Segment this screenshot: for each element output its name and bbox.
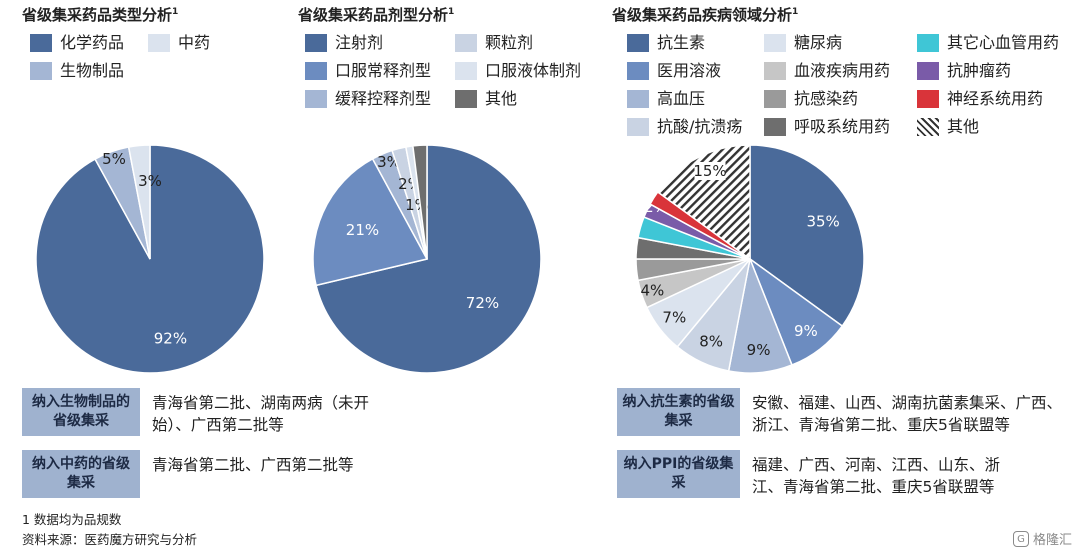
legend-swatch <box>455 34 477 52</box>
pie-label-1-0: 72% <box>466 294 499 312</box>
legend-swatch <box>917 90 939 108</box>
legend-label: 颗粒剂 <box>485 33 534 52</box>
legend-swatch <box>764 90 786 108</box>
legend-label: 高血压 <box>657 89 706 108</box>
legend-swatch <box>627 62 649 80</box>
legend-label: 口服液体制剂 <box>485 61 582 80</box>
chart3-pie: 35%9%9%8%7%4%3%3%3%2%2%15% <box>635 144 865 374</box>
legend-swatch <box>917 34 939 52</box>
pie-label-0-1: 5% <box>102 150 126 168</box>
legend-swatch <box>455 90 477 108</box>
footnote-data-unit: 1 数据均为品规数 <box>22 512 122 527</box>
pie-label-0-2: 3% <box>138 172 162 190</box>
legend-swatch <box>148 34 170 52</box>
note-text-biologics: 青海省第二批、湖南两病（未开始）、广西第二批等 <box>152 394 370 434</box>
pie-label-2-5: 4% <box>641 282 665 300</box>
legend-label: 注射剂 <box>335 33 384 52</box>
note-label-ppi: 纳入PPI的省级集采 <box>617 450 740 498</box>
pie-label-0-0: 92% <box>154 330 187 348</box>
legend-swatch <box>30 34 52 52</box>
pie-slice-1-0 <box>315 144 542 374</box>
legend-swatch <box>917 118 939 136</box>
legend-label: 抗酸/抗溃疡 <box>657 117 743 136</box>
legend-swatch <box>305 62 327 80</box>
legend-swatch <box>917 62 939 80</box>
legend-swatch <box>627 118 649 136</box>
legend-label: 口服常释剂型 <box>335 61 432 80</box>
pie-label-2-1: 9% <box>794 322 818 340</box>
footnote-source: 资料来源：医药魔方研究与分析 <box>22 532 198 547</box>
legend-swatch <box>305 90 327 108</box>
pie-label-2-2: 9% <box>747 341 771 359</box>
chart1-pie: 92% 5% 3% <box>35 144 265 374</box>
legend-swatch <box>764 62 786 80</box>
legend-swatch <box>30 62 52 80</box>
legend-label: 化学药品 <box>60 33 125 52</box>
pie-slice-0-2 <box>127 144 151 260</box>
pie-slice-1-5 <box>412 144 428 260</box>
legend-label: 呼吸系统用药 <box>794 117 891 136</box>
legend-label: 其它心血管用药 <box>947 33 1060 52</box>
legend-swatch <box>764 118 786 136</box>
legend-label: 其他 <box>947 117 980 136</box>
watermark-text: 格隆汇 <box>1032 533 1072 548</box>
note-text-antibiotics: 安徽、福建、山西、湖南抗菌素集采、广西、浙江、青海省第二批、重庆5省联盟等 <box>752 394 1063 434</box>
legend-label: 中药 <box>178 33 211 52</box>
legend-swatch <box>305 34 327 52</box>
pie-label-1-5: 2% <box>408 131 432 149</box>
chart2-pie: 72%21%3%2%1%2% <box>312 131 542 374</box>
note-label-tcm: 纳入中药的省级集采 <box>22 450 140 498</box>
note-text-ppi: 福建、广西、河南、江西、山东、浙江、青海省第二批、重庆5省联盟等 <box>752 456 1001 496</box>
legend-swatch <box>455 62 477 80</box>
legend-label: 抗肿瘤药 <box>947 61 1012 80</box>
watermark-logo-icon: G <box>1012 530 1029 547</box>
watermark: G 格隆汇 <box>1012 529 1072 548</box>
note-label-biologics: 纳入生物制品的省级集采 <box>22 388 140 436</box>
legend-swatch <box>764 34 786 52</box>
pie-slice-2-11 <box>656 144 751 261</box>
legend-label: 其他 <box>485 89 518 108</box>
legend-label: 抗生素 <box>657 33 706 52</box>
legend-label: 神经系统用药 <box>947 89 1044 108</box>
pie-label-1-1: 21% <box>346 221 379 239</box>
pie-label-2-11: 15% <box>693 162 726 180</box>
pie-label-2-0: 35% <box>806 213 839 231</box>
legend-swatch <box>627 90 649 108</box>
pie-label-2-4: 7% <box>662 309 686 327</box>
pie-label-2-3: 8% <box>699 333 723 351</box>
legend-label: 血液疾病用药 <box>794 61 891 80</box>
legend-swatch <box>627 34 649 52</box>
pie-label-bg-2-11 <box>694 162 726 180</box>
legend-label: 生物制品 <box>60 61 125 80</box>
pie-slice-1-1 <box>312 157 429 287</box>
note-text-tcm: 青海省第二批、广西第二批等 <box>152 456 354 474</box>
chart3-title: 省级集采药品疾病领域分析1 <box>612 6 799 24</box>
chart1-title: 省级集采药品类型分析1 <box>22 6 179 24</box>
legend-label: 糖尿病 <box>794 33 843 52</box>
legend-label: 医用溶液 <box>657 61 722 80</box>
legend-label: 抗感染药 <box>794 89 859 108</box>
pie-slice-2-0 <box>749 144 865 328</box>
note-label-antibiotics: 纳入抗生素的省级集采 <box>617 388 740 436</box>
legend-label: 缓释控释剂型 <box>335 89 432 108</box>
chart2-title: 省级集采药品剂型分析1 <box>298 6 455 24</box>
